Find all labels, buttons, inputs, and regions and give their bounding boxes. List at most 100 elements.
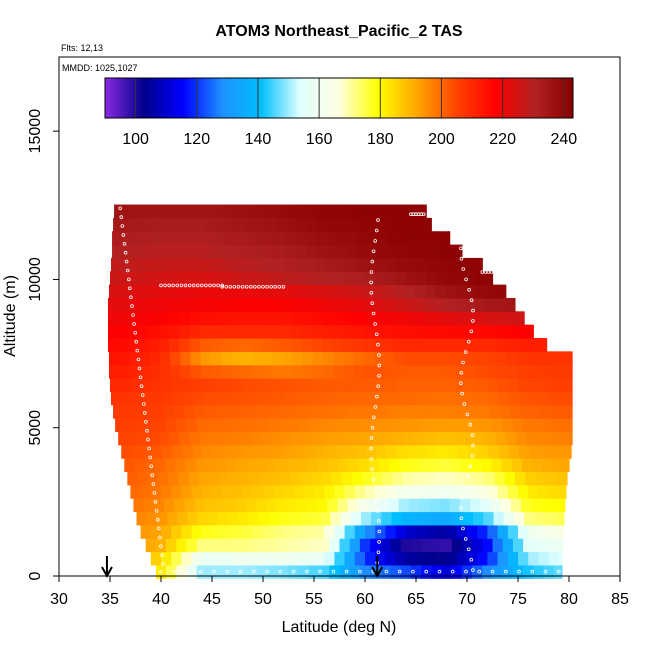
heatmap-cell <box>365 524 376 539</box>
heatmap-cell <box>176 538 188 553</box>
x-tick-label: 50 <box>254 591 272 608</box>
heatmap-cell <box>319 538 330 553</box>
heatmap-cell <box>233 444 245 459</box>
heatmap-cell <box>129 284 141 299</box>
heatmap-cell <box>397 244 409 259</box>
heatmap-cell <box>108 351 120 366</box>
heatmap-cell <box>557 351 569 366</box>
heatmap-cell <box>153 404 165 419</box>
heatmap-cell <box>311 431 323 446</box>
heatmap-cell <box>416 524 427 539</box>
heatmap-cell <box>400 418 412 433</box>
heatmap-cell <box>206 418 218 433</box>
heatmap-cell <box>195 204 207 219</box>
track-point <box>373 322 377 326</box>
heatmap-cell <box>497 551 509 566</box>
heatmap-cell <box>347 498 359 513</box>
heatmap-cell <box>425 351 436 366</box>
heatmap-cell <box>192 257 204 272</box>
heatmap-cell <box>325 391 337 406</box>
track-point <box>132 322 136 326</box>
track-point <box>160 553 164 557</box>
heatmap-cell <box>281 311 293 326</box>
heatmap-cell <box>451 538 463 553</box>
heatmap-cell <box>171 524 182 539</box>
heatmap-cell <box>311 311 323 326</box>
heatmap-cell <box>175 458 187 473</box>
track-point <box>470 433 475 437</box>
heatmap-cell <box>404 284 416 299</box>
heatmap-cell <box>303 271 315 286</box>
heatmap-cell <box>263 551 274 566</box>
heatmap-cell <box>266 404 277 419</box>
heatmap-cell <box>369 458 380 473</box>
heatmap-cell <box>231 364 243 379</box>
heatmap-cell <box>420 204 427 219</box>
heatmap-cell <box>153 498 165 513</box>
heatmap-cell <box>551 404 563 419</box>
heatmap-cell <box>245 498 257 513</box>
heatmap-cell <box>426 524 437 539</box>
heatmap-cell <box>326 231 338 246</box>
heatmap-cell <box>485 431 497 446</box>
heatmap-cell <box>107 311 119 326</box>
heatmap-cell <box>373 297 384 312</box>
heatmap-cell <box>139 364 151 379</box>
heatmap-cell <box>428 244 440 259</box>
heatmap-cell <box>256 458 268 473</box>
heatmap-cell <box>192 391 204 406</box>
heatmap-cell <box>494 471 506 486</box>
heatmap-cell <box>222 271 233 286</box>
heatmap-cell <box>271 431 282 446</box>
heatmap-cell <box>227 564 239 579</box>
heatmap-cell <box>281 324 293 339</box>
heatmap-cell <box>185 458 197 473</box>
heatmap-cell <box>110 378 121 392</box>
heatmap-cell <box>478 257 483 272</box>
heatmap-cell <box>119 364 130 379</box>
heatmap-cell <box>177 511 189 526</box>
heatmap-cell <box>454 324 466 339</box>
heatmap-cell <box>172 444 184 459</box>
heatmap-cell <box>493 511 505 526</box>
heatmap-cell <box>477 524 488 539</box>
heatmap-cell <box>549 444 561 459</box>
heatmap-cell <box>131 391 143 406</box>
heatmap-cell <box>508 391 520 406</box>
track-point <box>163 283 167 288</box>
heatmap-cell <box>374 351 385 366</box>
heatmap-cell <box>303 378 315 392</box>
heatmap-cell <box>181 551 193 566</box>
heatmap-cell <box>260 338 272 352</box>
heatmap-cell <box>365 551 376 566</box>
heatmap-cell <box>340 511 352 526</box>
heatmap-cell <box>159 351 171 366</box>
heatmap-cell <box>121 257 133 272</box>
heatmap-cell <box>365 271 376 286</box>
heatmap-cell <box>562 458 570 473</box>
heatmap-cell <box>505 297 516 312</box>
heatmap-cell <box>454 311 466 326</box>
heatmap-cell <box>129 351 141 366</box>
heatmap-cell <box>403 338 415 352</box>
track-point <box>129 295 133 300</box>
heatmap-cell <box>278 538 290 553</box>
heatmap-cell <box>231 284 243 299</box>
heatmap-cell <box>492 538 504 553</box>
heatmap-cell <box>405 484 417 499</box>
heatmap-cell <box>388 217 400 232</box>
heatmap-cell <box>302 284 314 299</box>
heatmap-cell <box>456 378 468 392</box>
heatmap-cell <box>515 324 527 339</box>
heatmap-cell <box>234 231 246 246</box>
heatmap-cell <box>521 498 532 513</box>
heatmap-cell <box>556 431 568 446</box>
heatmap-cell <box>248 511 260 526</box>
heatmap-cell <box>464 431 476 446</box>
heatmap-cell <box>500 498 512 513</box>
heatmap-cell <box>189 324 201 339</box>
heatmap-cell <box>181 271 193 286</box>
heatmap-cell <box>324 524 335 539</box>
heatmap-cell <box>209 297 221 312</box>
heatmap-cell <box>154 458 166 473</box>
